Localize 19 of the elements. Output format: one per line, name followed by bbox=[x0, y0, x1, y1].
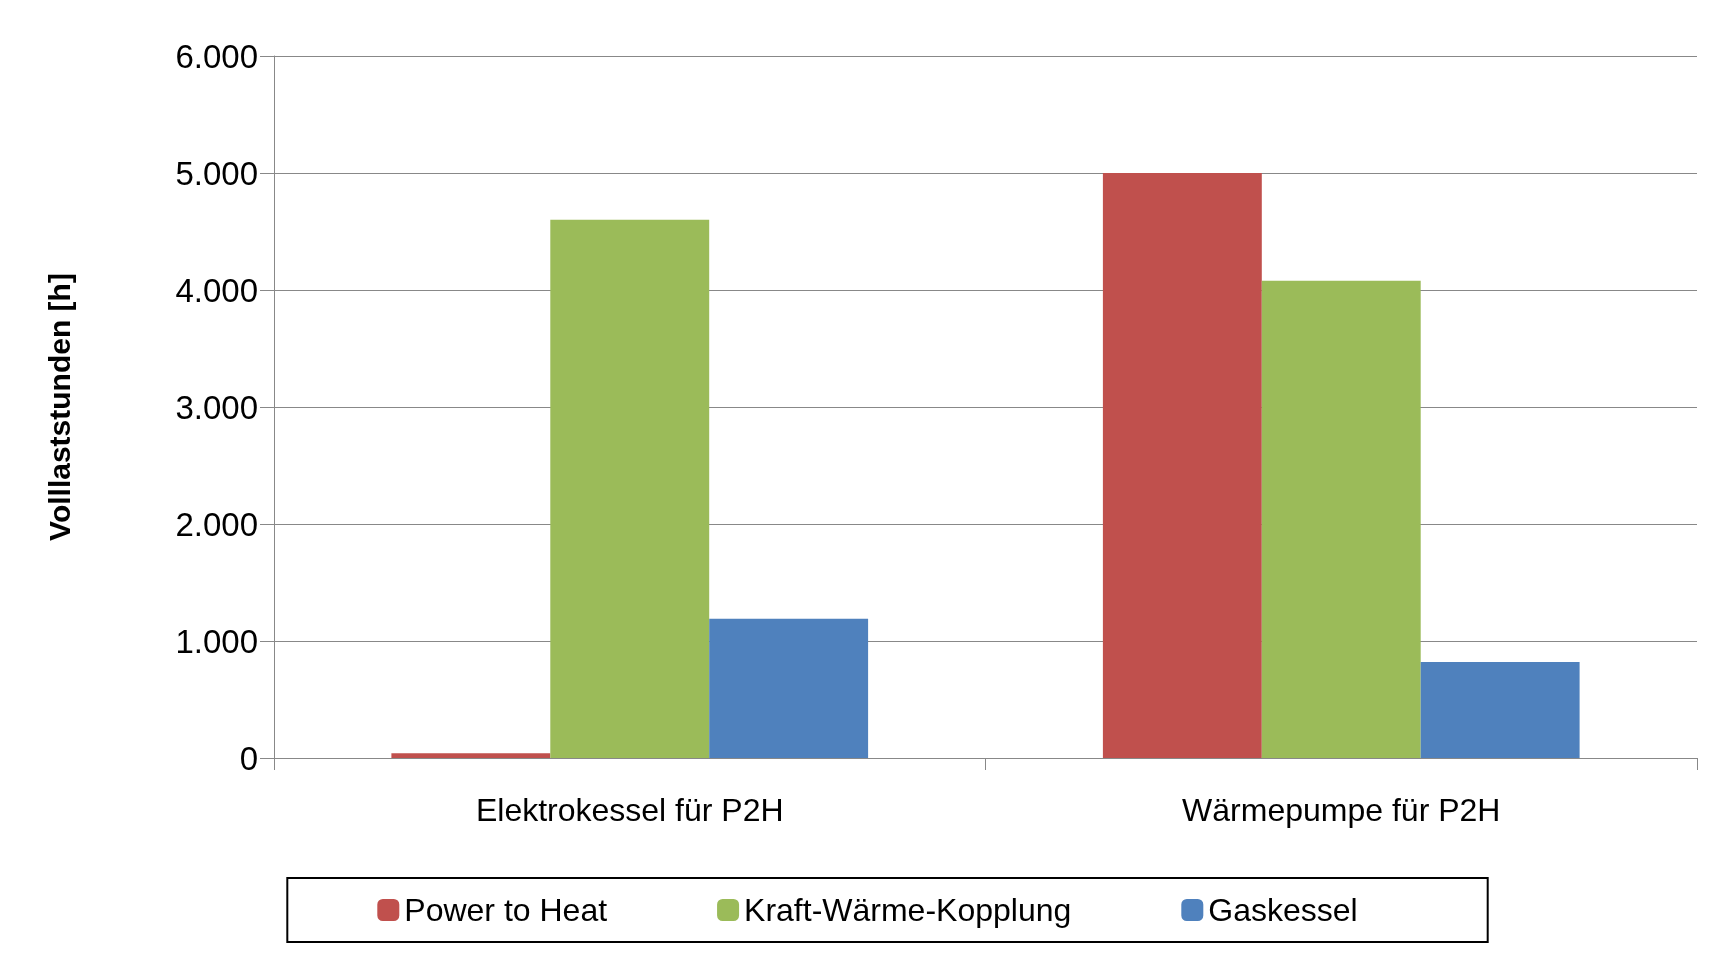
y-axis-title: Volllaststunden [h] bbox=[42, 273, 76, 541]
y-tick-label: 4.000 bbox=[175, 271, 258, 309]
legend-label: Power to Heat bbox=[404, 892, 608, 928]
x-tick-label: Elektrokessel für P2H bbox=[475, 792, 784, 828]
y-tick-label: 2.000 bbox=[175, 505, 258, 543]
legend-label: Kraft-Wärme-Kopplung bbox=[744, 892, 1072, 928]
y-tick-label: 6.000 bbox=[175, 37, 258, 75]
y-tick-label: 0 bbox=[239, 739, 258, 777]
y-tick-label: 5.000 bbox=[175, 154, 258, 192]
x-tick-label: Wärmepumpe für P2H bbox=[1182, 792, 1501, 828]
bar bbox=[391, 753, 551, 758]
bar bbox=[1420, 662, 1580, 758]
legend-label: Gaskessel bbox=[1208, 892, 1358, 928]
bar bbox=[550, 219, 710, 758]
bar bbox=[1261, 280, 1421, 758]
y-tick-label: 1.000 bbox=[175, 622, 258, 660]
bar bbox=[1102, 173, 1262, 758]
bar bbox=[709, 618, 869, 758]
y-tick-label: 3.000 bbox=[175, 388, 258, 426]
